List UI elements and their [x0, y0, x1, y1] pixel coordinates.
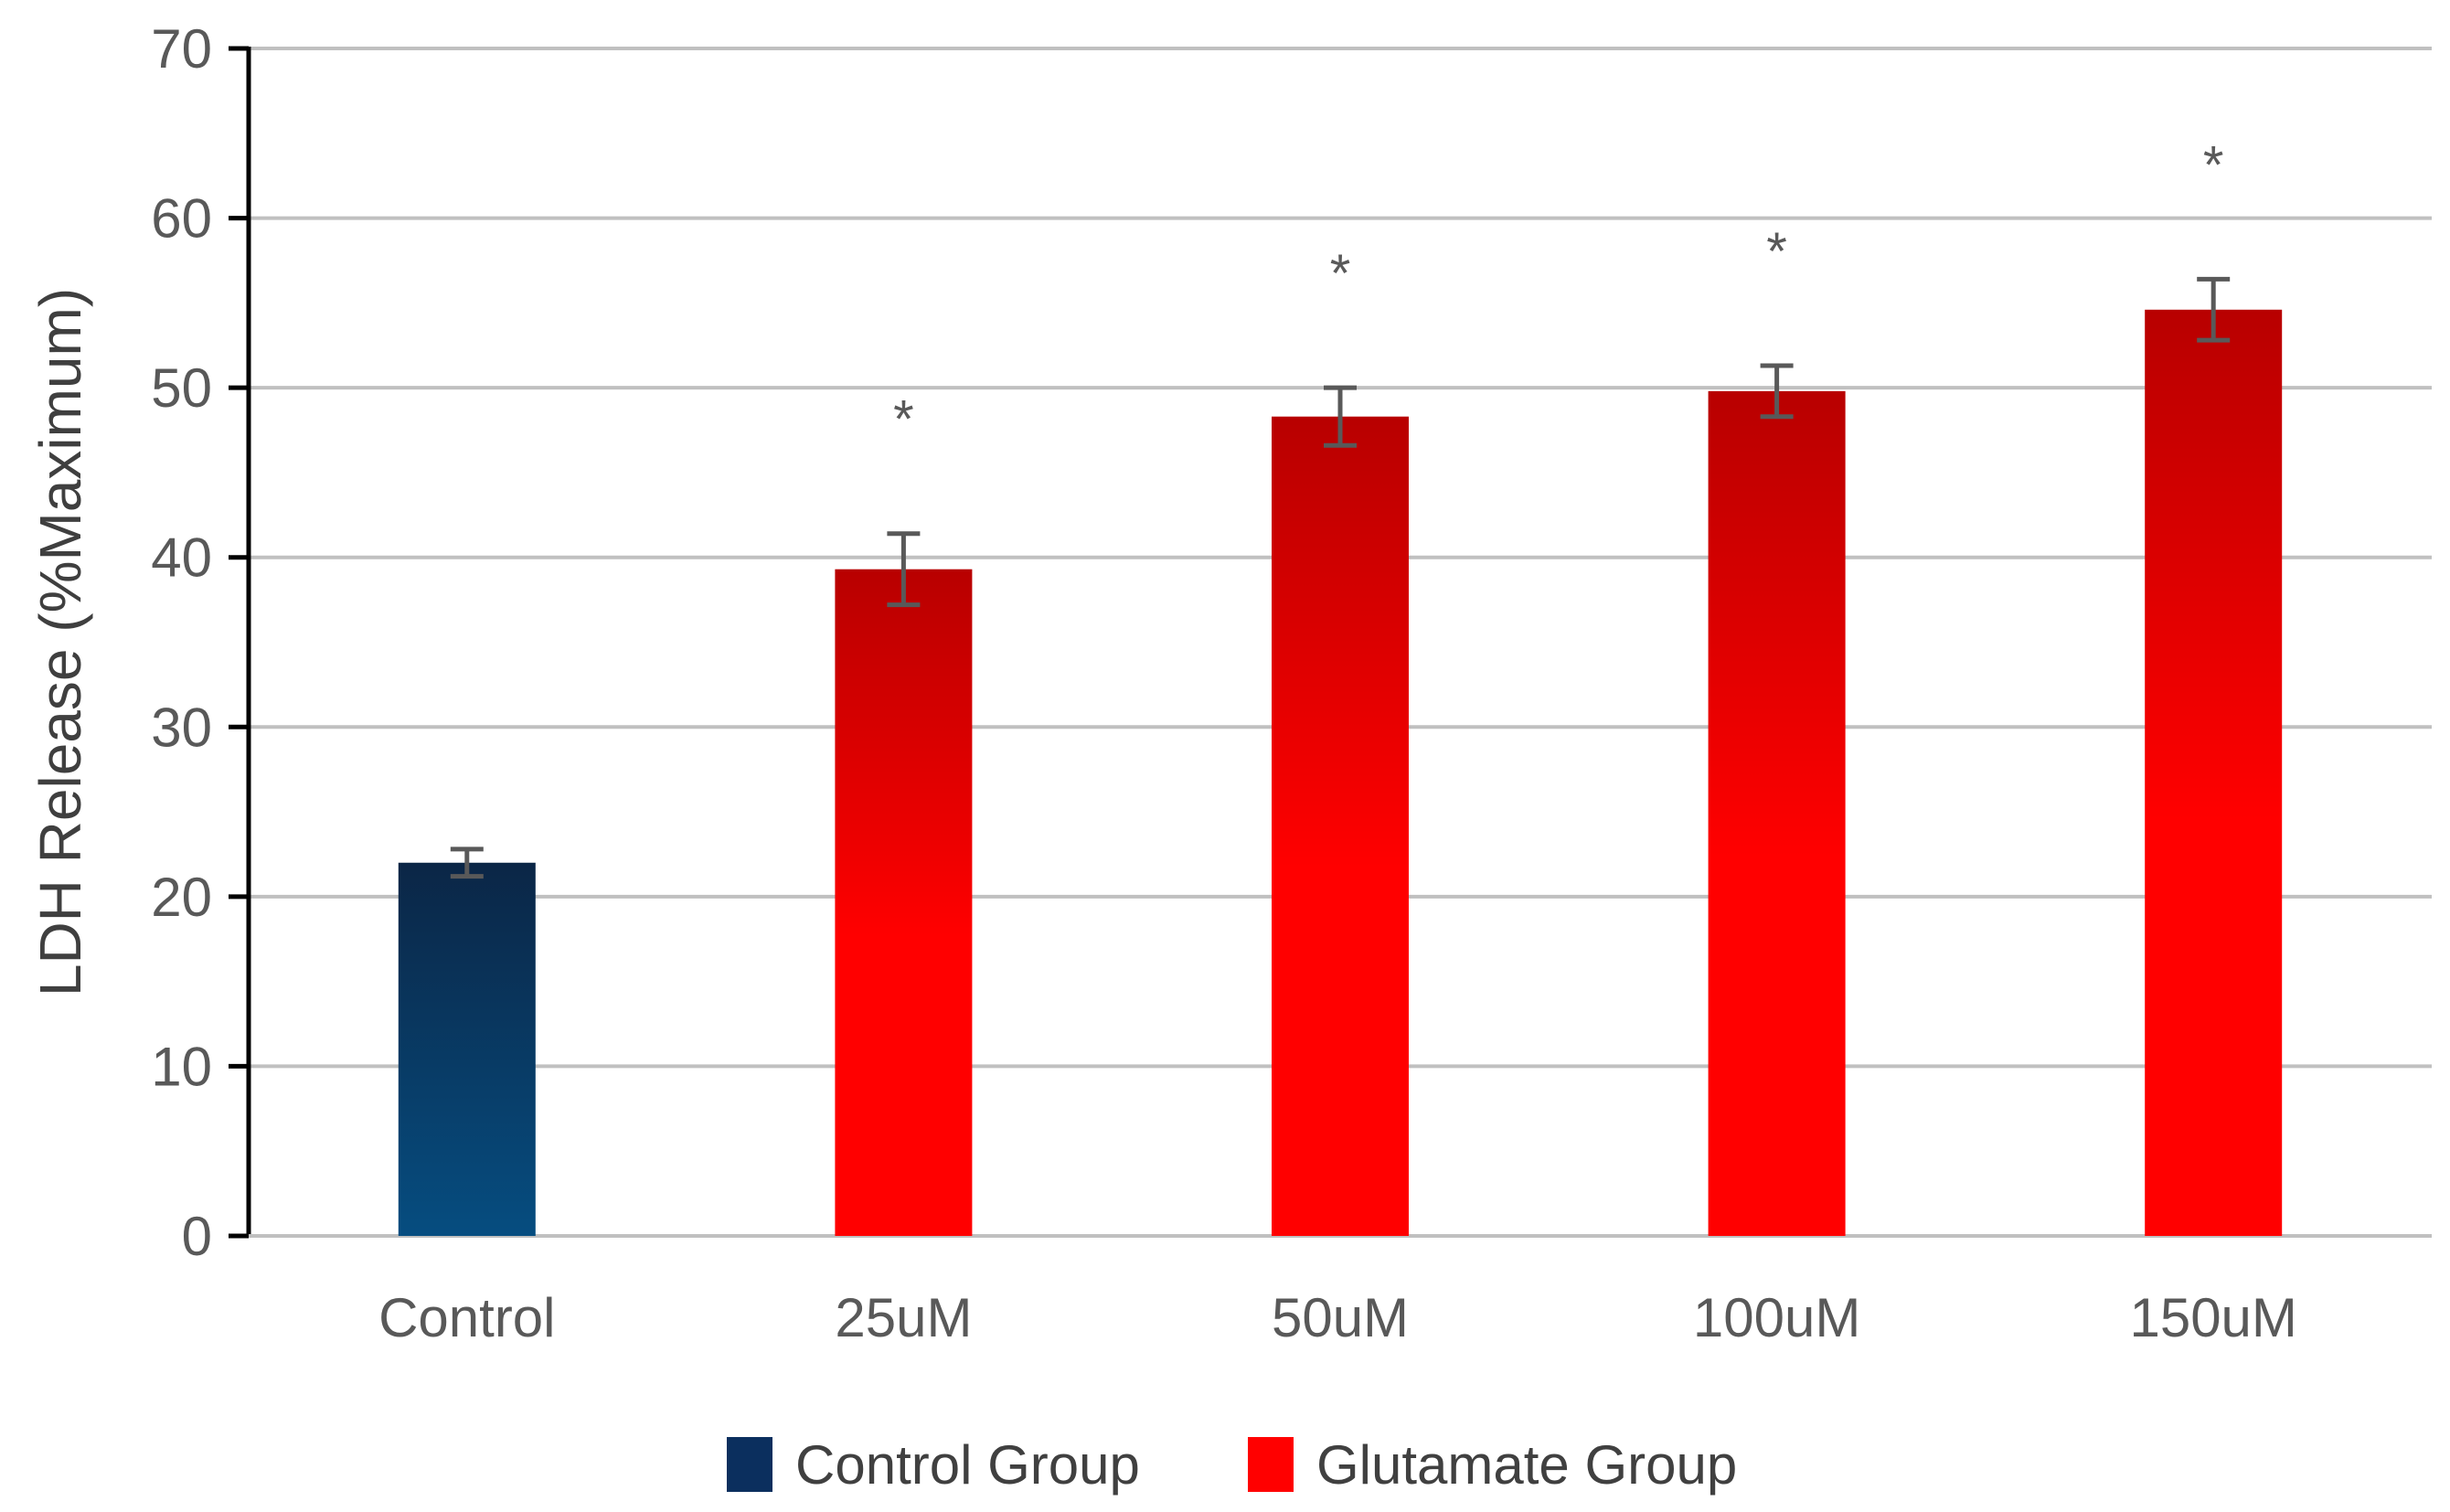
- y-tick-label-50: 50: [151, 357, 212, 419]
- significance-50uM: *: [1330, 244, 1351, 303]
- bar-100uM: [1708, 390, 1846, 1237]
- legend-label-1: Glutamate Group: [1316, 1434, 1737, 1496]
- x-tick-label-25uM: 25uM: [835, 1287, 972, 1348]
- x-tick-label-100uM: 100uM: [1693, 1287, 1860, 1348]
- legend-label-0: Control Group: [795, 1434, 1140, 1496]
- bar-Control: [398, 862, 536, 1236]
- significance-100uM: *: [1766, 222, 1787, 282]
- y-tick-label-70: 70: [151, 18, 212, 80]
- y-tick-label-10: 10: [151, 1036, 212, 1097]
- x-tick-label-150uM: 150uM: [2129, 1287, 2296, 1348]
- bars: [398, 309, 2283, 1237]
- y-tick-label-60: 60: [151, 188, 212, 250]
- y-tick-label-30: 30: [151, 697, 212, 758]
- y-tick-label-40: 40: [151, 527, 212, 589]
- bar-50uM: [1272, 416, 1409, 1236]
- legend-swatch-1: [1248, 1437, 1294, 1492]
- y-axis-title: LDH Release (%Maximum): [27, 288, 93, 996]
- labels: 0 10 20 30 40 50 60 70 LDH Release (%Maximum) Con…: [27, 18, 2297, 1348]
- bar-150uM: [2145, 309, 2283, 1236]
- bar-25uM: [835, 569, 973, 1236]
- significance-150uM: *: [2203, 135, 2224, 195]
- x-tick-label-Control: Control: [378, 1287, 555, 1348]
- error-bars: [450, 276, 2231, 879]
- y-tick-label-20: 20: [151, 867, 212, 928]
- x-tick-label-50uM: 50uM: [1272, 1287, 1409, 1348]
- legend: Control Group Glutamate Group: [727, 1434, 1737, 1496]
- y-tick-label-0: 0: [182, 1206, 212, 1267]
- legend-swatch-0: [727, 1437, 772, 1492]
- significance-25uM: *: [893, 390, 914, 450]
